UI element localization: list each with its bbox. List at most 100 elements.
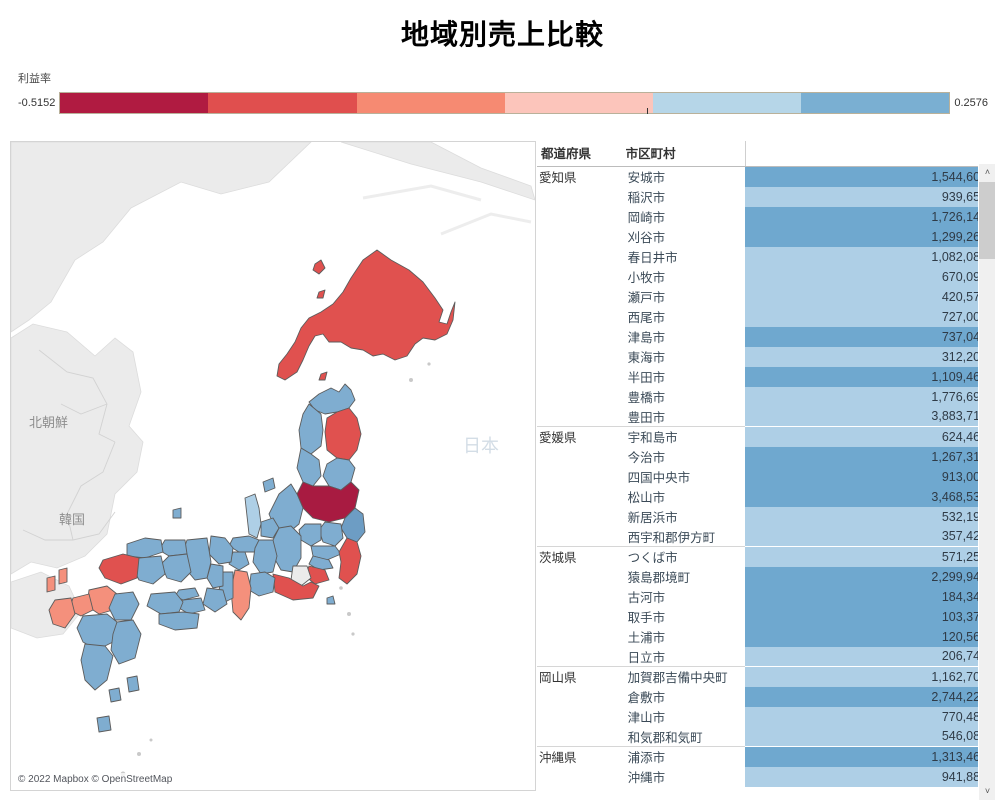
cell-prefecture[interactable]: 沖縄県 [537,746,622,767]
cell-municipality[interactable]: 春日井市 [627,251,678,265]
cell-value[interactable]: 206,744 [745,646,995,667]
table-row[interactable]: 沖縄市 941,888 [537,766,995,787]
cell-prefecture[interactable]: 茨城県 [537,546,622,567]
cell-prefecture[interactable] [537,387,622,407]
cell-value[interactable]: 624,468 [745,426,995,447]
cell-municipality[interactable]: 稲沢市 [627,191,666,205]
table-row[interactable]: 今治市 1,267,314 [537,446,995,467]
cell-prefecture[interactable] [537,287,622,307]
cell-municipality[interactable]: 豊橋市 [627,391,666,405]
table-row[interactable]: 稲沢市 939,654 [537,186,995,207]
cell-municipality[interactable]: 四国中央市 [627,471,691,485]
cell-value[interactable]: 913,005 [745,466,995,487]
cell-prefecture[interactable] [537,587,622,607]
column-header-value[interactable] [744,141,995,167]
table-row[interactable]: 四国中央市 913,005 [537,466,995,487]
table-row[interactable]: 津島市 737,044 [537,326,995,347]
cell-municipality[interactable]: 土浦市 [627,631,666,645]
table-row[interactable]: 刈谷市 1,299,269 [537,226,995,247]
table-row[interactable]: 取手市 103,376 [537,606,995,627]
table-row[interactable]: 西尾市 727,004 [537,306,995,327]
cell-prefecture[interactable] [537,507,622,527]
column-header-municipality[interactable]: 市区町村 [621,141,746,167]
cell-value[interactable]: 770,486 [745,706,995,727]
table-row[interactable]: 岡山県 加賀郡吉備中央町 1,162,708 [537,666,995,687]
table-row[interactable]: 沖縄県 浦添市 1,313,466 [537,746,995,767]
table-row[interactable]: 新居浜市 532,197 [537,506,995,527]
table-scrollbar[interactable]: ˄ ˅ [978,164,995,800]
cell-prefecture[interactable] [537,487,622,507]
table-row[interactable]: 松山市 3,468,530 [537,486,995,507]
table-row[interactable]: 土浦市 120,564 [537,626,995,647]
table-row[interactable]: 春日井市 1,082,086 [537,246,995,267]
cell-municipality[interactable]: 松山市 [627,491,666,505]
cell-value[interactable]: 532,197 [745,506,995,527]
cell-prefecture[interactable] [537,347,622,367]
cell-prefecture[interactable] [537,247,622,267]
cell-value[interactable]: 1,726,143 [745,206,995,227]
cell-prefecture[interactable] [537,627,622,647]
cell-prefecture[interactable] [537,687,622,707]
cell-municipality[interactable]: 西尾市 [627,311,666,325]
cell-value[interactable]: 3,468,530 [745,486,995,507]
cell-municipality[interactable]: つくば市 [621,546,746,567]
cell-municipality[interactable]: 瀬戸市 [627,291,666,305]
cell-value[interactable]: 1,776,697 [745,386,995,407]
cell-value[interactable]: 571,258 [745,546,995,567]
cell-municipality[interactable]: 東海市 [627,351,666,365]
cell-value[interactable]: 3,883,712 [745,406,995,427]
cell-prefecture[interactable] [537,527,622,547]
cell-municipality[interactable]: 古河市 [627,591,666,605]
cell-prefecture[interactable] [537,707,622,727]
cell-prefecture[interactable] [537,187,622,207]
scroll-up-arrow-icon[interactable]: ˄ [979,164,995,181]
data-table-panel[interactable]: 都道府県 市区町村 愛知県 安城市 1,544,603 稲沢市 939,654 岡崎市 1,… [537,141,995,800]
cell-value[interactable]: 1,299,269 [745,226,995,247]
table-row[interactable]: 古河市 184,346 [537,586,995,607]
cell-municipality[interactable]: 半田市 [627,371,666,385]
table-row[interactable]: 豊橋市 1,776,697 [537,386,995,407]
cell-value[interactable]: 546,080 [745,726,995,747]
cell-prefecture[interactable] [537,207,622,227]
cell-prefecture[interactable] [537,327,622,347]
table-row[interactable]: 倉敷市 2,744,226 [537,686,995,707]
cell-value[interactable]: 312,202 [745,346,995,367]
cell-value[interactable]: 103,376 [745,606,995,627]
table-row[interactable]: 東海市 312,202 [537,346,995,367]
legend-gradient-bar[interactable] [59,92,951,114]
cell-municipality[interactable]: 今治市 [627,451,666,465]
cell-municipality[interactable]: 倉敷市 [627,691,666,705]
cell-value[interactable]: 670,098 [745,266,995,287]
table-row[interactable]: 瀬戸市 420,572 [537,286,995,307]
cell-value[interactable]: 2,299,940 [745,566,995,587]
cell-municipality[interactable]: 宇和島市 [621,426,746,447]
cell-prefecture[interactable] [537,727,622,747]
cell-prefecture[interactable] [537,307,622,327]
cell-value[interactable]: 737,044 [745,326,995,347]
scrollbar-track[interactable] [979,181,995,783]
cell-value[interactable]: 120,564 [745,626,995,647]
cell-municipality[interactable]: 小牧市 [627,271,666,285]
cell-prefecture[interactable]: 岡山県 [537,666,622,687]
cell-municipality[interactable]: 日立市 [627,650,666,665]
cell-prefecture[interactable] [537,647,622,667]
cell-municipality[interactable]: 西宇和郡伊方町 [627,530,716,545]
cell-value[interactable]: 939,654 [745,186,995,207]
cell-municipality[interactable]: 津島市 [627,331,666,345]
cell-prefecture[interactable] [537,567,622,587]
cell-municipality[interactable]: 沖縄市 [627,771,666,785]
scrollbar-thumb[interactable] [979,182,995,259]
table-row[interactable]: 西宇和郡伊方町 357,424 [537,526,995,547]
table-row[interactable]: 和気郡和気町 546,080 [537,726,995,747]
cell-municipality[interactable]: 加賀郡吉備中央町 [621,666,746,687]
cell-value[interactable]: 1,109,461 [745,366,995,387]
cell-municipality[interactable]: 津山市 [627,711,666,725]
table-row[interactable]: 茨城県 つくば市 571,258 [537,546,995,567]
cell-prefecture[interactable] [537,467,622,487]
table-row[interactable]: 岡崎市 1,726,143 [537,206,995,227]
table-row[interactable]: 愛知県 安城市 1,544,603 [537,166,995,187]
table-row[interactable]: 豊田市 3,883,712 [537,406,995,427]
cell-municipality[interactable]: 浦添市 [621,746,746,767]
cell-value[interactable]: 1,082,086 [745,246,995,267]
cell-prefecture[interactable]: 愛知県 [537,166,622,187]
